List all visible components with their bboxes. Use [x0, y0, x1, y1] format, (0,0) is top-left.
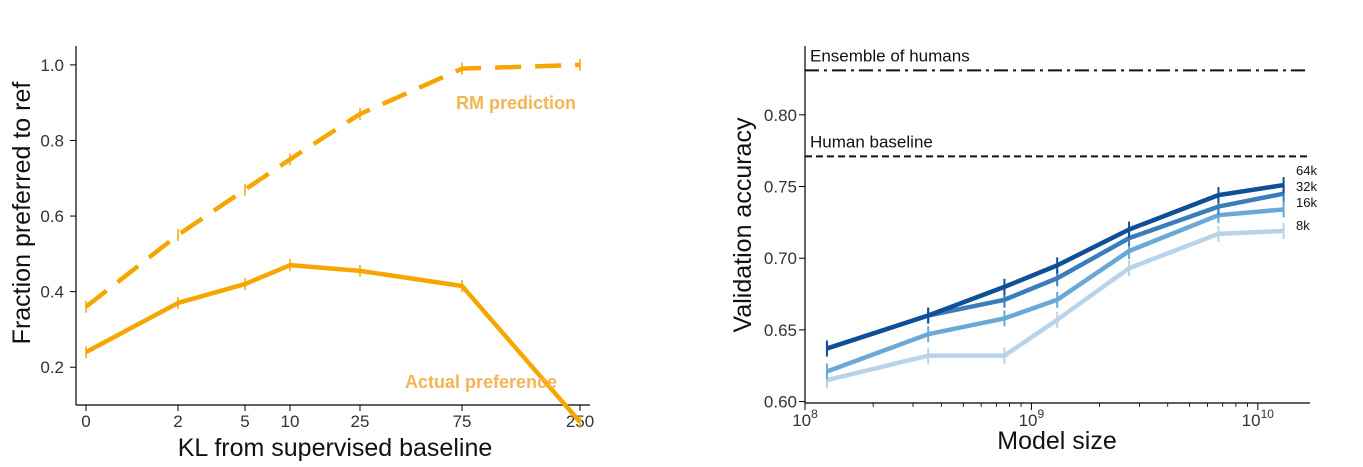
- right-y-tick-label: 0.65: [764, 321, 797, 340]
- right-x-tick-label: 109: [1019, 407, 1045, 430]
- tick-exponent: 9: [1038, 407, 1045, 421]
- right-x-axis-label: Model size: [997, 427, 1117, 455]
- right-x-tick-label: 108: [792, 407, 818, 430]
- right-y-tick-label: 0.70: [764, 249, 797, 268]
- left-y-tick-label: 0.8: [40, 131, 64, 150]
- right-series-label: 8k: [1296, 218, 1310, 233]
- left-y-axis-label: Fraction preferred to ref: [8, 82, 36, 345]
- left-x-tick-label: 5: [240, 412, 249, 431]
- right-series-label: 64k: [1296, 163, 1317, 178]
- left-x-tick-label: 0: [81, 412, 90, 431]
- left-series-annotation: Actual preference: [405, 372, 557, 392]
- right-y-tick-label: 0.75: [764, 178, 797, 197]
- right-series-label: 32k: [1296, 179, 1317, 194]
- right-series-line-8k: [826, 228, 1284, 383]
- tick-exponent: 10: [1261, 407, 1275, 421]
- tick-base: 10: [1019, 411, 1038, 430]
- right-y-tick-label: 0.60: [764, 393, 797, 412]
- right-series-label: 16k: [1296, 195, 1317, 210]
- left-x-tick-label: 25: [351, 412, 370, 431]
- tick-base: 10: [1242, 411, 1261, 430]
- reference-line-label: Human baseline: [810, 132, 933, 151]
- tick-base: 10: [792, 411, 811, 430]
- left-y-tick-label: 0.2: [40, 358, 64, 377]
- left-y-tick-label: 0.6: [40, 207, 64, 226]
- right-y-tick-label: 0.80: [764, 106, 797, 125]
- left-y-tick-label: 0.4: [40, 283, 64, 302]
- left-series-line-1: [84, 262, 582, 424]
- left-x-tick-label: 75: [453, 412, 472, 431]
- left-x-tick-label: 10: [281, 412, 300, 431]
- left-x-tick-label: 2: [173, 412, 182, 431]
- reference-line-label: Ensemble of humans: [810, 46, 970, 65]
- left-series-annotation: RM prediction: [456, 93, 576, 113]
- right-y-axis-label: Validation accuracy: [729, 117, 757, 332]
- left-x-axis-label: KL from supervised baseline: [178, 434, 493, 462]
- left-y-tick-label: 1.0: [40, 56, 64, 75]
- tick-exponent: 8: [811, 407, 818, 421]
- right-x-tick-label: 1010: [1242, 407, 1275, 430]
